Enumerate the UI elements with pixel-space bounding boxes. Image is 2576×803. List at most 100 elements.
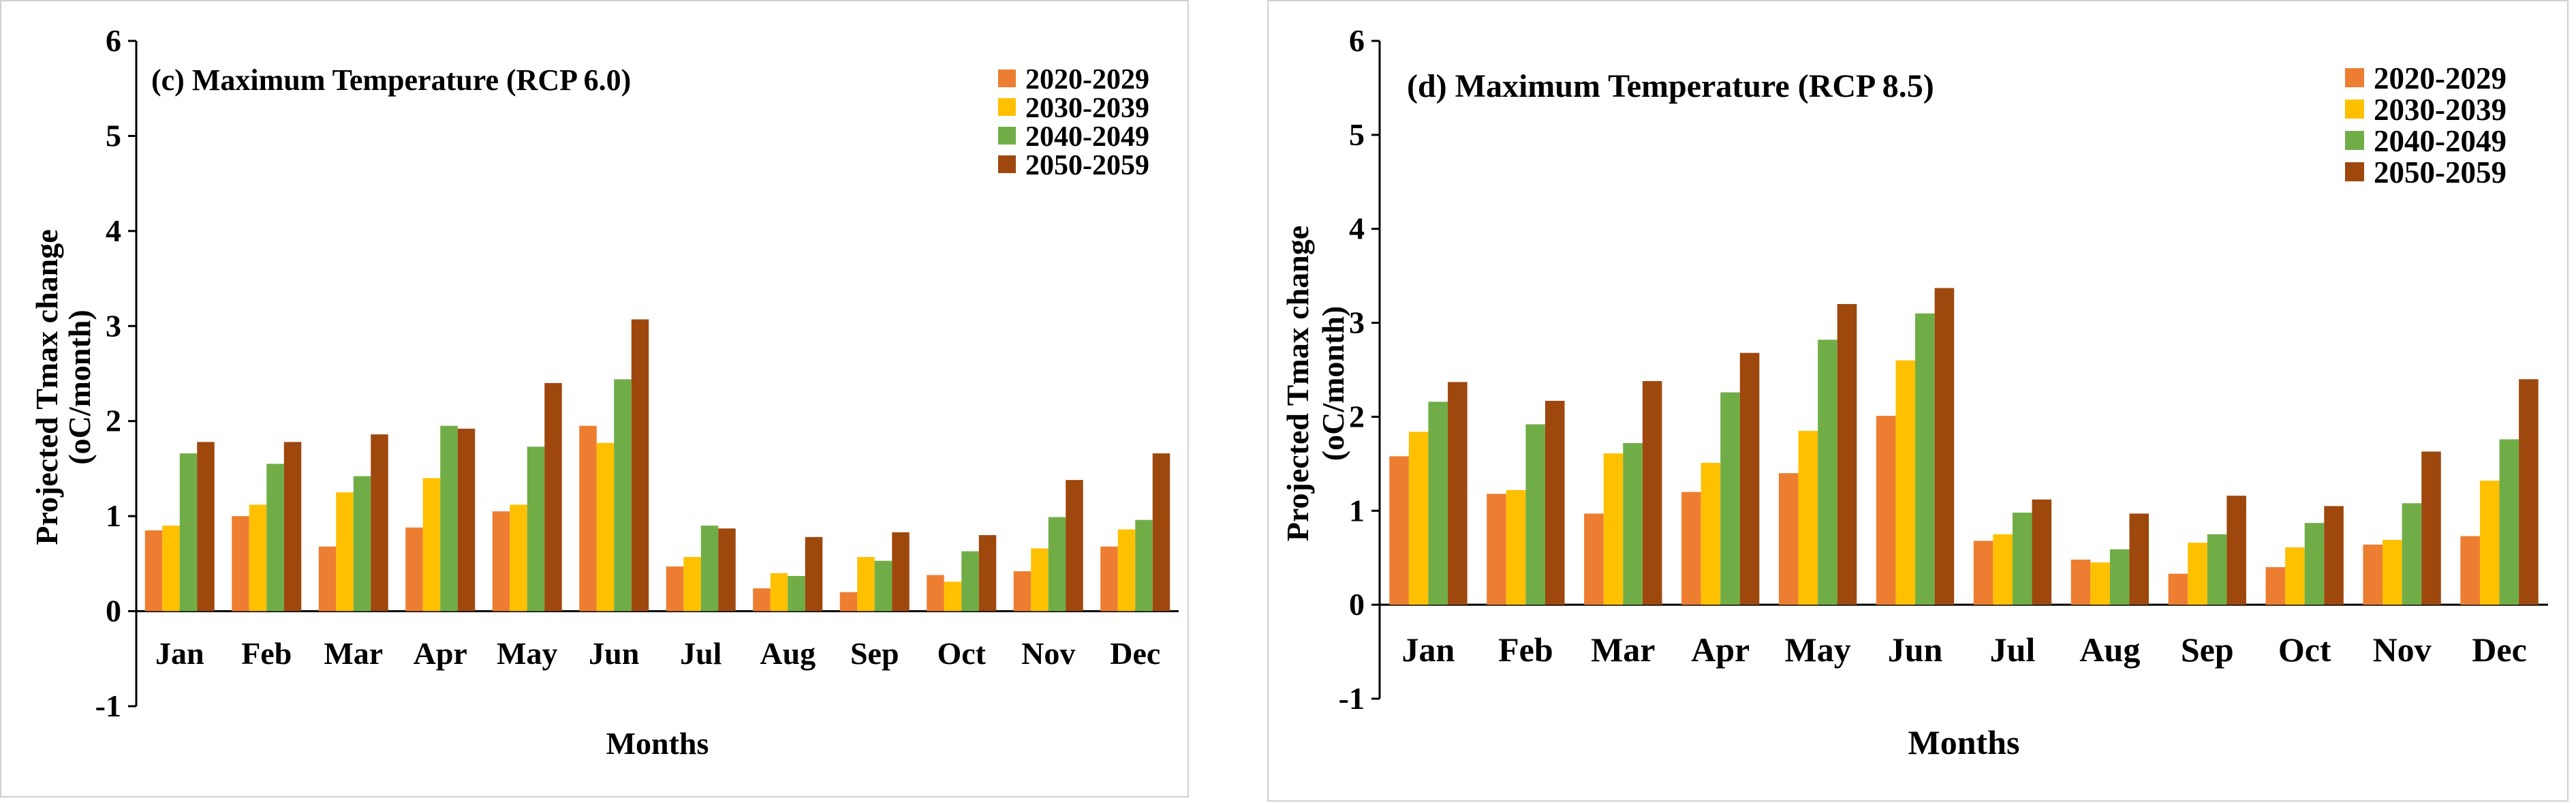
bar-2030-2039-Feb xyxy=(249,504,267,611)
y-tick-label: 1 xyxy=(106,498,121,533)
bar-2020-2029-Dec xyxy=(1100,546,1118,611)
bar-2030-2039-Jan xyxy=(162,526,180,611)
legend-swatch xyxy=(2345,100,2364,119)
legend-swatch xyxy=(2345,68,2364,87)
x-axis-label: Months xyxy=(1908,723,2020,761)
x-category-label: Nov xyxy=(1021,636,1075,671)
bar-2040-2049-Jul xyxy=(700,526,719,611)
bar-2050-2059-May xyxy=(1837,304,1857,605)
y-tick-label: 6 xyxy=(106,23,121,58)
bar-2020-2029-Nov xyxy=(2363,544,2383,605)
bar-2020-2029-Jul xyxy=(666,566,684,611)
y-tick-label: 2 xyxy=(1349,399,1365,434)
bar-2030-2039-Sep xyxy=(2188,543,2207,605)
bar-2020-2029-Jan xyxy=(1389,456,1409,605)
bar-2040-2049-Nov xyxy=(1048,517,1066,611)
bar-2040-2049-Dec xyxy=(2499,439,2519,605)
legend-swatch xyxy=(2345,131,2364,150)
chart-title: (d) Maximum Temperature (RCP 8.5) xyxy=(1407,68,1934,104)
bar-2040-2049-Jun xyxy=(1915,313,1935,605)
bar-2050-2059-Nov xyxy=(2421,451,2441,605)
y-axis-label-line1: Projected Tmax change xyxy=(29,229,64,545)
bar-2040-2049-Oct xyxy=(961,551,979,611)
bar-2040-2049-Mar xyxy=(1623,443,1643,605)
y-tick-label: 1 xyxy=(1349,493,1365,528)
x-category-label: Feb xyxy=(1498,631,1553,669)
x-category-label: Jan xyxy=(155,636,204,671)
x-category-label: Jun xyxy=(589,636,639,671)
bar-2020-2029-Aug xyxy=(2070,559,2091,605)
bar-2020-2029-Feb xyxy=(232,516,249,611)
bar-2030-2039-Mar xyxy=(336,492,354,611)
bar-2020-2029-Oct xyxy=(2265,567,2286,605)
y-tick-label: 5 xyxy=(106,118,121,153)
bar-2050-2059-Jul xyxy=(718,528,736,611)
bar-2020-2029-Jul xyxy=(1973,541,1993,605)
legend-entry: 2040-2049 xyxy=(2374,124,2507,158)
bar-2030-2039-May xyxy=(1798,431,1818,605)
bar-2020-2029-Jun xyxy=(1876,416,1896,605)
x-category-label: Jun xyxy=(1888,631,1943,669)
x-category-label: Nov xyxy=(2373,631,2432,669)
bar-2040-2049-Jun xyxy=(614,379,632,611)
y-tick-label: 2 xyxy=(106,404,121,438)
x-category-label: Jul xyxy=(680,636,721,671)
x-category-label: Sep xyxy=(850,636,899,671)
x-category-label: Apr xyxy=(414,636,467,671)
bar-2020-2029-Apr xyxy=(1681,491,1701,605)
y-axis-label-line2: (oC/month) xyxy=(1316,306,1350,461)
chart-panel-c: -1 0 1 2 3 4 5 6 Jan Feb Mar Apr May Jun Jul Aug Sep Oct N… xyxy=(0,0,1189,798)
x-category-label: Apr xyxy=(1691,631,1750,669)
bar-2040-2049-Feb xyxy=(1525,424,1545,605)
y-tick-label: -1 xyxy=(95,688,121,723)
bar-2050-2059-Dec xyxy=(2519,379,2539,605)
x-category-label: Mar xyxy=(1591,631,1655,669)
x-category-label: Oct xyxy=(2278,631,2331,669)
bar-2030-2039-Nov xyxy=(2383,540,2402,605)
bar-2050-2059-Dec xyxy=(1152,453,1170,611)
y-tick-label: 3 xyxy=(106,308,121,343)
bar-2050-2059-Mar xyxy=(1642,381,1662,605)
y-tick-label: 6 xyxy=(1349,23,1365,58)
bar-2040-2049-Jul xyxy=(2012,513,2032,605)
bar-2050-2059-Apr xyxy=(457,428,476,611)
bar-2050-2059-Aug xyxy=(805,536,823,611)
bar-2050-2059-May xyxy=(544,382,562,611)
bar-2030-2039-Apr xyxy=(1701,462,1721,605)
chart-panel-d: -1 0 1 2 3 4 5 6 Jan Feb Mar Apr May Jun Jul Aug Sep Oct N… xyxy=(1267,0,2569,802)
bar-2030-2039-Nov xyxy=(1031,548,1049,611)
x-category-label: Jul xyxy=(1990,631,2036,669)
bar-2020-2029-Feb xyxy=(1487,494,1506,605)
bar-2020-2029-Sep xyxy=(2168,573,2188,605)
chart-c: -1 0 1 2 3 4 5 6 Jan Feb Mar Apr May Jun Jul Aug Sep Oct N… xyxy=(29,23,1179,761)
bar-2020-2029-May xyxy=(1778,473,1799,605)
bar-2040-2049-Dec xyxy=(1135,519,1153,611)
legend-swatch xyxy=(2345,162,2364,181)
bar-2050-2059-Feb xyxy=(283,442,302,611)
chart-d: -1 0 1 2 3 4 5 6 Jan Feb Mar Apr May Jun Jul Aug Sep Oct N… xyxy=(1280,23,2548,761)
bar-2040-2049-Aug xyxy=(2109,549,2130,605)
legend-swatch xyxy=(998,98,1016,116)
bar-2030-2039-Feb xyxy=(1506,489,1526,605)
legend-entry: 2020-2029 xyxy=(1025,64,1149,95)
bar-2050-2059-Oct xyxy=(2324,506,2344,605)
bar-2020-2029-Jun xyxy=(579,425,597,611)
bar-2050-2059-Jan xyxy=(197,442,215,611)
bar-2050-2059-Jul xyxy=(2032,499,2052,605)
bar-2050-2059-Mar xyxy=(371,434,388,611)
x-category-label: Mar xyxy=(324,636,383,671)
bar-2020-2029-Oct xyxy=(927,575,944,611)
bar-2020-2029-Aug xyxy=(753,588,771,611)
bar-2020-2029-Mar xyxy=(318,546,337,611)
bar-2050-2059-Sep xyxy=(892,532,910,611)
y-tick-label: 0 xyxy=(106,594,121,628)
bar-2030-2039-Dec xyxy=(2479,481,2500,605)
bar-2040-2049-Aug xyxy=(788,575,805,611)
bar-2020-2029-May xyxy=(492,511,510,611)
chart-frame xyxy=(1267,0,2569,802)
bar-2030-2039-Oct xyxy=(2285,547,2305,605)
bar-2020-2029-Jan xyxy=(144,530,163,611)
bar-2040-2049-May xyxy=(1818,339,1837,605)
bar-2040-2049-Apr xyxy=(1720,392,1740,605)
legend-entry: 2050-2059 xyxy=(1025,150,1149,181)
